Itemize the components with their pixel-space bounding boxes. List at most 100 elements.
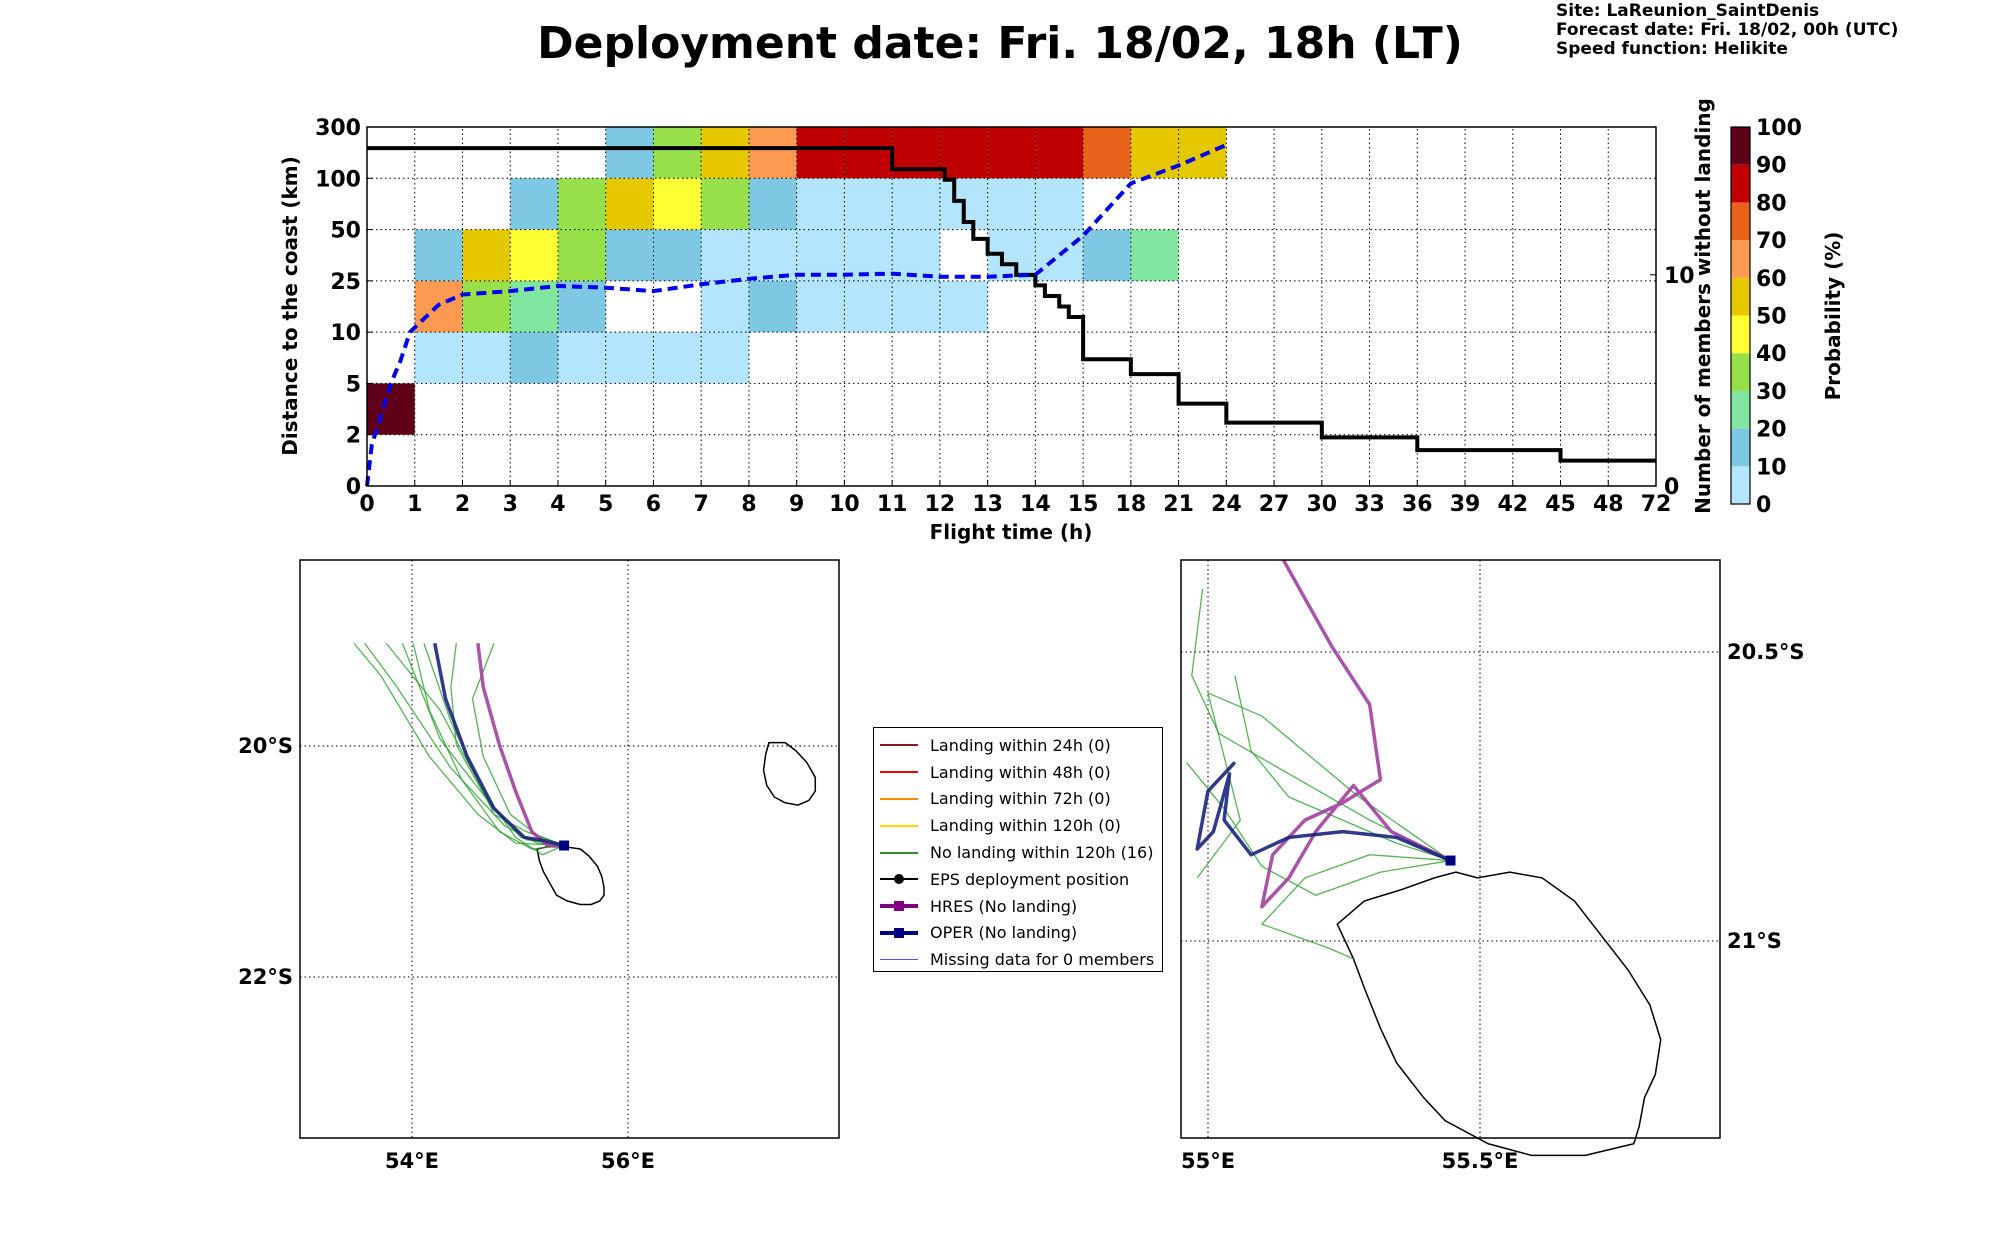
x-axis-label: Flight time (h) — [930, 520, 1093, 544]
y-tick-label: 25 — [330, 270, 361, 295]
median-distance-line — [365, 143, 1228, 487]
legend-label: EPS deployment position — [930, 869, 1130, 889]
legend-item: OPER (No landing) — [880, 920, 1156, 947]
heatmap-cell — [844, 178, 893, 230]
x-tick-label: 8 — [741, 492, 756, 517]
x-tick-label: 2 — [455, 492, 470, 517]
heatmap-cell — [462, 229, 511, 281]
heatmap-cell — [1130, 127, 1179, 179]
colorbar-tick-label: 10 — [1756, 455, 1787, 480]
heatmap-cell — [987, 127, 1036, 179]
trajectory-legend: Landing within 24h (0) Landing within 48h… — [873, 727, 1163, 972]
y-tick-label: 2 — [346, 424, 361, 449]
legend-swatch — [880, 872, 918, 886]
heatmap-cell — [1035, 178, 1084, 230]
heatmap-cell — [605, 127, 654, 179]
legend-label: HRES (No landing) — [930, 896, 1078, 916]
eps-trajectory — [450, 643, 565, 847]
x-tick-label: 42 — [1497, 492, 1528, 517]
lon-tick-label: 54°E — [385, 1149, 439, 1173]
hres-trajectory — [476, 643, 565, 848]
heatmap-cell — [653, 127, 702, 179]
legend-label: Landing within 72h (0) — [930, 789, 1111, 809]
lat-tick-label: 21°S — [1727, 929, 1782, 953]
colorbar-segment — [1731, 277, 1750, 316]
colorbar-tick-label: 60 — [1756, 267, 1787, 292]
x-tick-label: 15 — [1068, 492, 1099, 517]
x-tick-label: 12 — [925, 492, 956, 517]
colorbar-segment — [1731, 466, 1750, 504]
speed-function-label: Speed function: Helikite — [1556, 39, 1788, 59]
y-tick-label: 300 — [315, 116, 361, 141]
legend-label: Landing within 120h (0) — [930, 816, 1121, 836]
heatmap-cell — [1035, 229, 1084, 281]
colorbar-tick-label: 40 — [1756, 342, 1787, 367]
y2-tick-label: 10 — [1664, 264, 1695, 289]
y-tick-label: 100 — [315, 167, 361, 192]
legend-item: Landing within 24h (0) — [880, 732, 1156, 759]
heatmap-cell — [892, 280, 940, 333]
heatmap-cell — [557, 332, 606, 384]
heatmap-cell — [605, 332, 654, 384]
colorbar-segment — [1731, 240, 1750, 278]
legend-swatch — [880, 926, 918, 940]
legend-swatch — [880, 738, 918, 752]
legend-item: Landing within 48h (0) — [880, 759, 1156, 786]
zoomed-map: 55°E 55.5°E 20.5°S 21°S — [1180, 559, 1804, 1173]
y-tick-label: 5 — [346, 372, 361, 397]
site-label: Site: LaReunion_SaintDenis — [1556, 1, 1820, 21]
heatmap-cell — [748, 229, 797, 281]
legend-label: OPER (No landing) — [930, 923, 1078, 943]
y-tick-label: 0 — [346, 475, 361, 500]
heatmap-cell — [748, 178, 797, 230]
lon-tick-label: 55°E — [1181, 1149, 1235, 1173]
x-tick-label: 18 — [1116, 492, 1147, 517]
y-axis-label: Distance to the coast (km) — [278, 156, 302, 456]
heatmap-cell — [748, 127, 797, 179]
colorbar-label: Probability (%) — [1821, 232, 1845, 401]
legend-label: Landing within 48h (0) — [930, 762, 1111, 782]
heatmap-cell — [605, 178, 654, 230]
colorbar-segment — [1731, 353, 1750, 391]
distance-probability-chart: 0 1 2 3 4 5 6 7 8 9 10 11 12 13 14 15 18 21 24 27 30 33 36 39 42… — [278, 98, 1845, 544]
y2-tick-label: 0 — [1664, 475, 1679, 500]
heatmap-cell — [1083, 127, 1131, 179]
heatmap-cell — [796, 229, 845, 281]
heatmap-cell — [1130, 229, 1179, 281]
legend-swatch — [880, 899, 918, 913]
heatmap-cell — [510, 178, 558, 230]
x-tick-label: 27 — [1259, 492, 1290, 517]
x-tick-label: 39 — [1450, 492, 1481, 517]
forecast-info: Site: LaReunion_SaintDenis Forecast date… — [1556, 2, 1898, 59]
heatmap-cell — [605, 229, 654, 281]
colorbar-segment — [1731, 202, 1750, 241]
x-tick-label: 0 — [359, 492, 374, 517]
heatmap-cell — [796, 280, 845, 333]
x-tick-label: 1 — [407, 492, 422, 517]
heatmap-cell — [653, 178, 702, 230]
eps-trajectory — [1196, 692, 1451, 879]
coastline — [762, 741, 817, 806]
colorbar-tick-label: 30 — [1756, 380, 1787, 405]
lon-tick-label: 55.5°E — [1442, 1149, 1519, 1173]
y-tick-label: 10 — [330, 321, 361, 346]
map-frame — [1180, 559, 1721, 1139]
colorbar-tick-label: 50 — [1756, 305, 1787, 330]
heatmap-cell — [796, 127, 845, 179]
legend-item: No landing within 120h (16) — [880, 839, 1156, 866]
colorbar-segment — [1731, 164, 1750, 203]
x-tick-label: 48 — [1593, 492, 1624, 517]
x-tick-label: 9 — [789, 492, 804, 517]
members-step-line — [367, 146, 1656, 463]
eps-trajectory — [1261, 854, 1451, 960]
legend-swatch — [880, 819, 918, 833]
x-tick-label: 45 — [1545, 492, 1576, 517]
colorbar-tick-label: 80 — [1756, 191, 1787, 216]
heatmap-cell — [701, 127, 749, 179]
legend-item: HRES (No landing) — [880, 893, 1156, 920]
legend-label: Landing within 24h (0) — [930, 735, 1111, 755]
heatmap-cell — [939, 127, 988, 179]
eps-trajectory — [1185, 761, 1451, 896]
legend-swatch — [880, 953, 918, 967]
oper-trajectory — [1195, 761, 1452, 863]
